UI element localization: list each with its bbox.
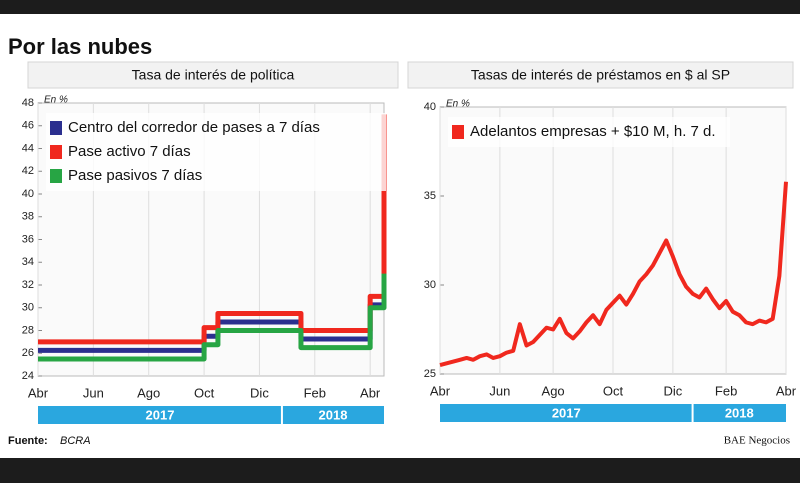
- x-tick-label: Ago: [137, 385, 160, 400]
- panel-title-bar: [407, 61, 794, 89]
- y-tick-label: 42: [22, 165, 34, 177]
- legend-label: Pase pasivos 7 días: [68, 167, 202, 184]
- legend-label: Pase activo 7 días: [68, 143, 191, 160]
- series-line: [38, 273, 387, 362]
- y-tick-label: 30: [424, 279, 436, 291]
- y-unit-label: En %: [44, 95, 68, 106]
- year-label: 2018: [725, 405, 754, 420]
- legend-label: Adelantos empresas + $10 M, h. 7 d.: [470, 123, 716, 140]
- top-border: [0, 0, 800, 14]
- y-tick-label: 26: [22, 347, 34, 359]
- x-tick-label: Oct: [194, 385, 215, 400]
- x-tick-label: Dic: [663, 383, 682, 398]
- bottom-border: [0, 458, 800, 483]
- y-tick-label: 25: [424, 368, 436, 380]
- legend-swatch: [452, 125, 464, 139]
- credit: BAE Negocios: [724, 435, 790, 447]
- x-tick-label: Jun: [83, 385, 104, 400]
- main-title: Por las nubes: [8, 34, 152, 59]
- x-tick-label: Feb: [715, 383, 737, 398]
- x-tick-label: Abr: [360, 385, 381, 400]
- chart-title: Tasas de interés de préstamos en $ al SP: [471, 67, 730, 83]
- y-tick-label: 28: [22, 324, 34, 336]
- x-tick-label: Dic: [250, 385, 269, 400]
- series-line: [439, 181, 788, 368]
- y-tick-label: 34: [22, 256, 34, 268]
- y-unit-label: En %: [446, 99, 470, 110]
- legend-label: Centro del corredor de pases a 7 días: [68, 119, 320, 136]
- source-label: Fuente:: [8, 435, 48, 447]
- year-label: 2018: [319, 407, 348, 422]
- y-tick-label: 32: [22, 279, 34, 291]
- legend-swatch: [50, 121, 62, 135]
- x-tick-label: Feb: [304, 385, 326, 400]
- x-tick-label: Abr: [776, 383, 797, 398]
- y-tick-label: 35: [424, 190, 436, 202]
- source: BCRA: [60, 435, 91, 447]
- legend: [448, 117, 730, 147]
- x-tick-label: Abr: [430, 383, 451, 398]
- chart-title: Tasa de interés de política: [132, 67, 295, 83]
- year-label: 2017: [146, 407, 175, 422]
- series-line: [38, 114, 387, 345]
- year-label: 2017: [552, 405, 581, 420]
- y-tick-label: 44: [22, 142, 34, 154]
- year-bar: [38, 406, 281, 424]
- y-tick-label: 24: [22, 370, 34, 382]
- y-tick-label: 30: [22, 302, 34, 314]
- panel-title-bar: [27, 61, 399, 89]
- x-tick-label: Ago: [542, 383, 565, 398]
- x-tick-label: Abr: [28, 385, 49, 400]
- legend: [46, 113, 386, 191]
- y-tick-label: 48: [22, 97, 34, 109]
- y-tick-label: 36: [22, 233, 34, 245]
- y-tick-label: 46: [22, 120, 34, 132]
- x-tick-label: Jun: [489, 383, 510, 398]
- year-bar: [440, 404, 692, 422]
- x-tick-label: Oct: [603, 383, 624, 398]
- year-bar: [693, 404, 786, 422]
- y-tick-label: 40: [424, 101, 436, 113]
- legend-swatch: [50, 145, 62, 159]
- year-bar: [282, 406, 384, 424]
- y-tick-label: 40: [22, 188, 34, 200]
- y-tick-label: 38: [22, 211, 34, 223]
- legend-swatch: [50, 169, 62, 183]
